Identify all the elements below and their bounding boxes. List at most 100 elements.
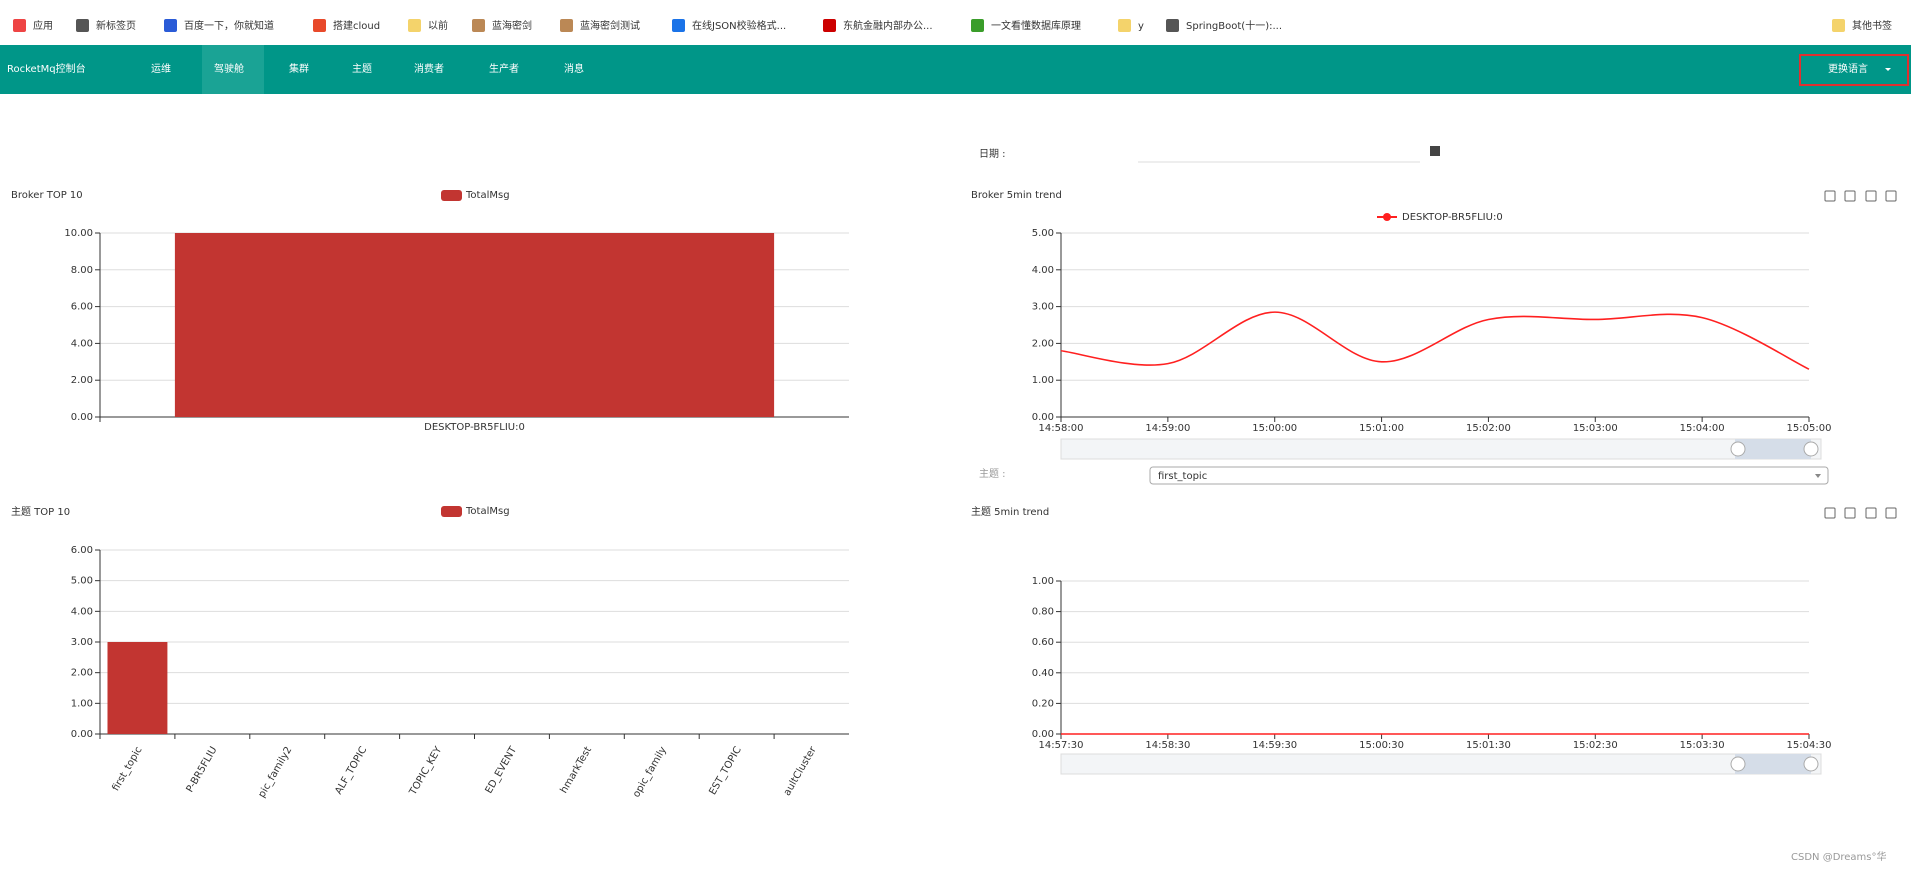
y-tick-label: 0.00: [1032, 729, 1054, 740]
bookmark-icon: [164, 19, 177, 32]
topic-label: 主题 :: [979, 468, 1006, 480]
zoom-range: [1735, 754, 1811, 774]
bookmark-icon: [672, 19, 685, 32]
x-tick-label: 15:01:00: [1359, 423, 1404, 434]
caret: [1885, 68, 1891, 71]
y-tick-label: 4.00: [71, 606, 93, 617]
toolbox-icon[interactable]: [1824, 190, 1836, 202]
brand[interactable]: RocketMq控制台: [7, 62, 86, 75]
topic-value: first_topic: [1158, 471, 1207, 482]
x-tick-label: P-BR5FLIU: [185, 745, 220, 795]
bar: [107, 642, 168, 734]
x-tick-label: 14:58:30: [1145, 740, 1190, 751]
y-tick-label: 0.00: [1032, 412, 1054, 423]
x-tick-label: 15:00:00: [1252, 423, 1297, 434]
bookmark[interactable]: 一文看懂数据库原理: [991, 19, 1081, 32]
nav-item[interactable]: 生产者: [489, 62, 519, 75]
toolbox-icon[interactable]: [1885, 190, 1897, 202]
y-tick-label: 6.00: [71, 545, 93, 556]
chart-title: 主题 TOP 10: [11, 506, 70, 518]
bookmark[interactable]: 新标签页: [96, 19, 136, 32]
legend-label[interactable]: TotalMsg: [465, 506, 510, 517]
bookmark-bar: [0, 0, 1911, 45]
date-label: 日期 :: [979, 148, 1006, 160]
zoom-track[interactable]: [1060, 753, 1822, 775]
y-tick-label: 0.60: [1032, 637, 1054, 648]
watermark: CSDN @Dreams°华: [1791, 850, 1887, 863]
nav-item[interactable]: 驾驶舱: [214, 62, 244, 75]
nav-item[interactable]: 主题: [352, 63, 372, 75]
calendar-icon[interactable]: [1430, 146, 1440, 156]
y-tick-label: 0.00: [71, 729, 93, 740]
zoom-handle[interactable]: [1730, 756, 1746, 772]
bookmark[interactable]: 搭建cloud: [333, 19, 380, 32]
toolbox-icon[interactable]: [1865, 507, 1877, 519]
legend-swatch[interactable]: [441, 506, 462, 517]
y-tick-label: 0.80: [1032, 607, 1054, 618]
nav-active: [202, 45, 264, 94]
y-tick-label: 0.40: [1032, 668, 1054, 679]
y-tick-label: 0.00: [71, 412, 93, 423]
y-tick-label: 1.00: [1032, 375, 1054, 386]
legend-dot: [1383, 213, 1391, 221]
y-tick-label: 1.00: [71, 698, 93, 709]
x-tick-label: 15:01:30: [1466, 740, 1511, 751]
zoom-handle[interactable]: [1730, 441, 1746, 457]
x-tick-label: 15:00:30: [1359, 740, 1404, 751]
bookmark[interactable]: 其他书签: [1852, 19, 1892, 32]
zoom-handle[interactable]: [1803, 756, 1819, 772]
x-tick-label: pic_family2: [256, 745, 294, 800]
select-caret: [1815, 474, 1821, 478]
x-tick-label: hmarkTest: [559, 745, 594, 795]
x-tick-label: 14:57:30: [1039, 740, 1084, 751]
bookmark[interactable]: 百度一下，你就知道: [184, 19, 274, 32]
toolbox-icon[interactable]: [1885, 507, 1897, 519]
bookmark[interactable]: 东航金融内部办公...: [843, 19, 933, 32]
bookmark-icon: [408, 19, 421, 32]
bookmark-icon: [13, 19, 26, 32]
legend-label[interactable]: TotalMsg: [465, 190, 510, 201]
nav-item[interactable]: 运维: [151, 62, 171, 75]
toolbox-icon[interactable]: [1865, 190, 1877, 202]
bookmark[interactable]: y: [1138, 21, 1144, 32]
x-tick-label: opic_family: [631, 745, 669, 800]
toolbox-icon[interactable]: [1844, 190, 1856, 202]
x-tick-label: aultCluster: [782, 744, 819, 798]
chart-title: Broker TOP 10: [11, 190, 83, 201]
bookmark[interactable]: 应用: [33, 19, 53, 32]
nav-item[interactable]: 消息: [564, 62, 584, 75]
x-tick-label: 15:05:00: [1787, 423, 1832, 434]
x-tick-label: 15:02:30: [1573, 740, 1618, 751]
y-tick-label: 4.00: [71, 338, 93, 349]
chart-title: 主题 5min trend: [971, 506, 1049, 518]
language-button[interactable]: 更换语言: [1828, 62, 1868, 75]
y-tick-label: 4.00: [1032, 265, 1054, 276]
zoom-track[interactable]: [1060, 438, 1822, 460]
bookmark-icon: [1166, 19, 1179, 32]
legend-swatch[interactable]: [441, 190, 462, 201]
nav-item[interactable]: 集群: [289, 62, 309, 75]
y-tick-label: 5.00: [71, 576, 93, 587]
bookmark-icon: [971, 19, 984, 32]
bookmark[interactable]: 蓝海密剑: [492, 19, 532, 32]
zoom-handle[interactable]: [1803, 441, 1819, 457]
toolbox-icon[interactable]: [1844, 507, 1856, 519]
x-tick-label: 15:03:30: [1680, 740, 1725, 751]
bookmark[interactable]: SpringBoot(十一):...: [1186, 19, 1282, 32]
x-tick-label: 14:59:00: [1145, 423, 1190, 434]
nav-bar: [0, 45, 1911, 94]
legend-label[interactable]: DESKTOP-BR5FLIU:0: [1402, 212, 1503, 223]
bookmark-icon: [823, 19, 836, 32]
bookmark-icon: [1832, 19, 1845, 32]
y-tick-label: 1.00: [1032, 576, 1054, 587]
y-tick-label: 2.00: [71, 668, 93, 679]
bookmark-icon: [76, 19, 89, 32]
topic-select[interactable]: [1149, 466, 1829, 485]
bookmark-icon: [313, 19, 326, 32]
bookmark[interactable]: 蓝海密剑测试: [580, 19, 640, 32]
nav-item[interactable]: 消费者: [414, 62, 444, 75]
bookmark[interactable]: 在线JSON校验格式...: [692, 19, 786, 32]
toolbox-icon[interactable]: [1824, 507, 1836, 519]
bookmark[interactable]: 以前: [428, 19, 448, 32]
